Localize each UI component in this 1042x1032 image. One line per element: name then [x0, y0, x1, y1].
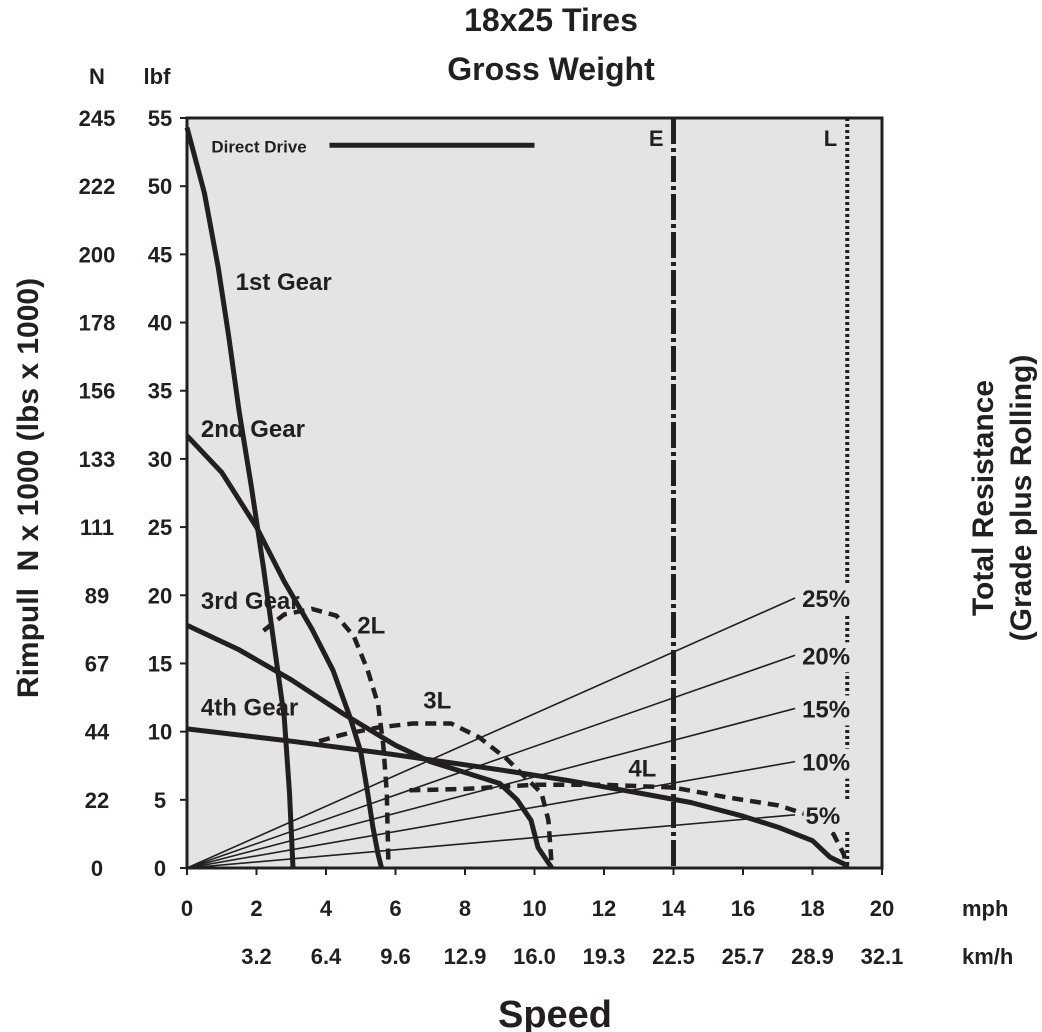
y-tick-label-lbf: 45 [148, 242, 172, 267]
y-tick-label-n: 67 [85, 651, 109, 676]
y-tick-label-lbf: 15 [148, 651, 172, 676]
x-tick-label-mph: 12 [592, 896, 616, 921]
x-tick-label-kmh: 12.9 [444, 944, 487, 969]
x-tick-label-mph: 6 [389, 896, 401, 921]
resistance-line-25 [186, 597, 796, 869]
series-label-4l: 4L [628, 756, 656, 783]
y-tick-label-lbf: 55 [148, 106, 172, 131]
y-tick-label-lbf: 25 [148, 515, 172, 540]
annotation-label-direct-drive: Direct Drive [211, 137, 306, 156]
resistance-line-20 [186, 654, 796, 869]
x-unit-kmh: km/h [962, 944, 1013, 969]
x-axis-title: Speed [498, 994, 612, 1032]
x-tick-label-kmh: 28.9 [791, 944, 834, 969]
y-tick-label-lbf: 10 [148, 720, 172, 745]
series-label-4th-gear: 4th Gear [201, 694, 298, 721]
resistance-label-bg [803, 801, 856, 832]
resistance-label-bg [800, 642, 853, 673]
y-tick-label-n: 111 [80, 515, 114, 540]
x-tick-label-kmh: 9.6 [380, 944, 411, 969]
series-line-4th-gear [186, 726, 850, 870]
resistance-label-25: 25% [802, 586, 850, 613]
resistance-label-bg [800, 748, 853, 779]
x-tick-label-kmh: 25.7 [722, 944, 765, 969]
y-tick-label-lbf: 40 [148, 311, 172, 336]
y2-axis-title-line2: (Grade plus Rolling) [1005, 355, 1038, 642]
x-tick-label-mph: 2 [250, 896, 262, 921]
resistance-label-5: 5% [806, 803, 841, 830]
series-line-2l [262, 606, 391, 869]
y-tick-label-lbf: 50 [148, 174, 172, 199]
resistance-label-bg [800, 585, 853, 615]
marker-label-e: E [649, 126, 664, 151]
x-tick-label-mph: 16 [731, 896, 755, 921]
x-tick-label-mph: 18 [800, 896, 824, 921]
series-label-2l: 2L [357, 612, 385, 639]
chart-subtitle: Gross Weight [447, 51, 655, 87]
chart-title: 18x25 Tires [464, 2, 638, 38]
y-tick-label-n: 178 [79, 311, 116, 336]
series-label-3l: 3L [423, 687, 451, 714]
y-tick-label-lbf: 30 [148, 447, 172, 472]
y-unit-lbf: lbf [144, 64, 172, 89]
y-tick-label-n: 133 [79, 447, 116, 472]
y-axis-title: Rimpull N x 1000 (lbs x 1000) [12, 278, 45, 698]
y-tick-label-n: 44 [85, 720, 110, 745]
y-tick-label-n: 0 [91, 856, 103, 881]
y-tick-label-n: 22 [85, 788, 109, 813]
y-tick-label-n: 156 [79, 379, 116, 404]
x-tick-label-kmh: 6.4 [311, 944, 342, 969]
x-tick-label-kmh: 22.5 [652, 944, 695, 969]
x-tick-label-mph: 4 [320, 896, 333, 921]
x-tick-label-mph: 20 [870, 896, 894, 921]
y-tick-label-lbf: 5 [154, 788, 166, 813]
series-line-4l [409, 782, 850, 869]
y2-axis-title-line1: Total Resistance [967, 380, 1000, 616]
x-tick-label-mph: 8 [459, 896, 471, 921]
resistance-label-10: 10% [802, 750, 850, 777]
y-tick-label-n: 200 [79, 242, 116, 267]
x-tick-label-mph: 0 [181, 896, 193, 921]
resistance-line-5 [186, 814, 796, 869]
x-unit-mph: mph [962, 896, 1008, 921]
plot-area [187, 118, 882, 868]
y-tick-label-lbf: 35 [148, 379, 172, 404]
resistance-label-bg [800, 695, 853, 726]
x-tick-label-kmh: 32.1 [861, 944, 904, 969]
x-tick-label-mph: 10 [522, 896, 546, 921]
series-label-1st-gear: 1st Gear [236, 269, 332, 296]
y-tick-label-n: 222 [79, 174, 116, 199]
marker-label-l: L [824, 126, 837, 151]
y-tick-label-lbf: 20 [148, 583, 172, 608]
y-unit-n: N [89, 64, 105, 89]
series-line-3rd-gear [185, 623, 554, 870]
series-line-3l [318, 721, 555, 869]
resistance-label-15: 15% [802, 696, 850, 723]
resistance-label-20: 20% [802, 643, 850, 670]
y-tick-label-lbf: 0 [154, 856, 166, 881]
y-tick-label-n: 245 [79, 106, 116, 131]
x-tick-label-mph: 14 [661, 896, 686, 921]
series-label-3rd-gear: 3rd Gear [201, 588, 300, 615]
series-line-2nd-gear [185, 433, 385, 869]
series-label-2nd-gear: 2nd Gear [201, 416, 305, 443]
x-tick-label-kmh: 19.3 [583, 944, 626, 969]
resistance-line-10 [186, 760, 796, 869]
x-tick-label-kmh: 16.0 [513, 944, 556, 969]
y-tick-label-n: 89 [85, 583, 109, 608]
x-tick-label-kmh: 3.2 [241, 944, 272, 969]
